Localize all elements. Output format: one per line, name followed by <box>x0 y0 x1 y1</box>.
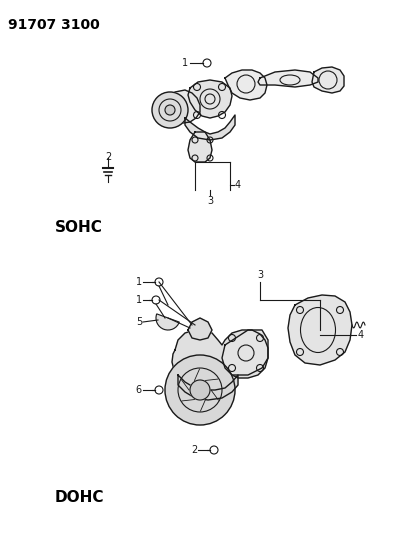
Text: 2: 2 <box>105 152 111 162</box>
Polygon shape <box>178 375 238 400</box>
Circle shape <box>165 355 235 425</box>
Polygon shape <box>165 90 200 123</box>
Text: 5: 5 <box>136 317 142 327</box>
Polygon shape <box>288 295 352 365</box>
Wedge shape <box>156 314 179 330</box>
Text: 3: 3 <box>257 270 263 280</box>
Text: 3: 3 <box>207 196 213 206</box>
Polygon shape <box>172 330 268 382</box>
Polygon shape <box>312 67 344 93</box>
Polygon shape <box>222 330 268 375</box>
Text: DOHC: DOHC <box>55 490 105 505</box>
Text: 1: 1 <box>182 58 188 68</box>
Text: 91707 3100: 91707 3100 <box>8 18 100 32</box>
Circle shape <box>165 105 175 115</box>
Text: 6: 6 <box>136 385 142 395</box>
Text: SOHC: SOHC <box>55 220 103 235</box>
Circle shape <box>190 380 210 400</box>
Polygon shape <box>188 318 212 340</box>
Polygon shape <box>188 80 232 118</box>
Polygon shape <box>258 70 318 87</box>
Text: 1: 1 <box>136 277 142 287</box>
Circle shape <box>152 92 188 128</box>
Text: 4: 4 <box>358 330 364 340</box>
Text: 1: 1 <box>136 295 142 305</box>
Text: 4: 4 <box>235 180 241 190</box>
Polygon shape <box>225 70 267 100</box>
Polygon shape <box>185 115 235 140</box>
Polygon shape <box>188 132 212 162</box>
Text: 2: 2 <box>191 445 197 455</box>
